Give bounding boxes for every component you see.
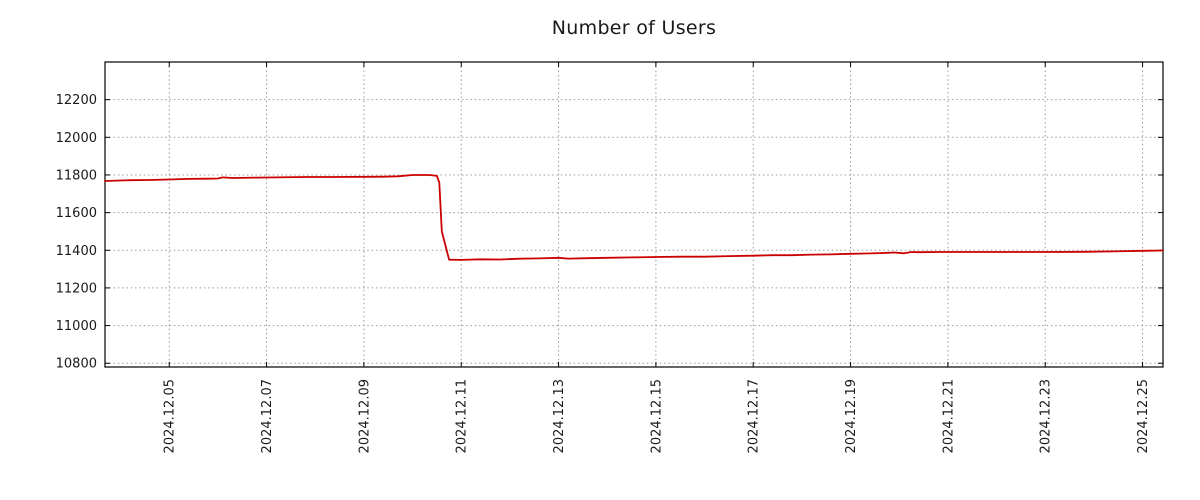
y-tick-label: 12000 [56, 131, 97, 146]
x-tick-label: 2024.12.13 [552, 379, 567, 453]
x-tick-label: 2024.12.07 [260, 379, 275, 453]
x-tick-label: 2024.12.23 [1039, 379, 1054, 453]
plot-border [104, 61, 1164, 368]
y-tick-label: 11800 [56, 168, 97, 183]
y-tick-label: 11000 [56, 319, 97, 334]
y-tick-label: 12200 [56, 93, 97, 108]
chart-title: Number of Users [551, 17, 717, 39]
x-tick-label: 2024.12.17 [747, 379, 762, 453]
x-tick-label: 2024.12.21 [941, 379, 956, 453]
y-tick-label: 11200 [56, 281, 97, 296]
x-tick-label: 2024.12.05 [163, 379, 178, 453]
x-tick-label: 2024.12.11 [455, 379, 470, 453]
x-tick-label: 2024.12.19 [844, 379, 859, 453]
x-tick-label: 2024.12.09 [357, 379, 372, 453]
x-tick-label: 2024.12.25 [1136, 379, 1151, 453]
y-tick-label: 11600 [56, 206, 97, 221]
y-tick-label: 11400 [56, 244, 97, 259]
y-tick-label: 10800 [56, 357, 97, 372]
x-tick-label: 2024.12.15 [649, 379, 664, 453]
data-line-number-of-users [104, 174, 1164, 261]
